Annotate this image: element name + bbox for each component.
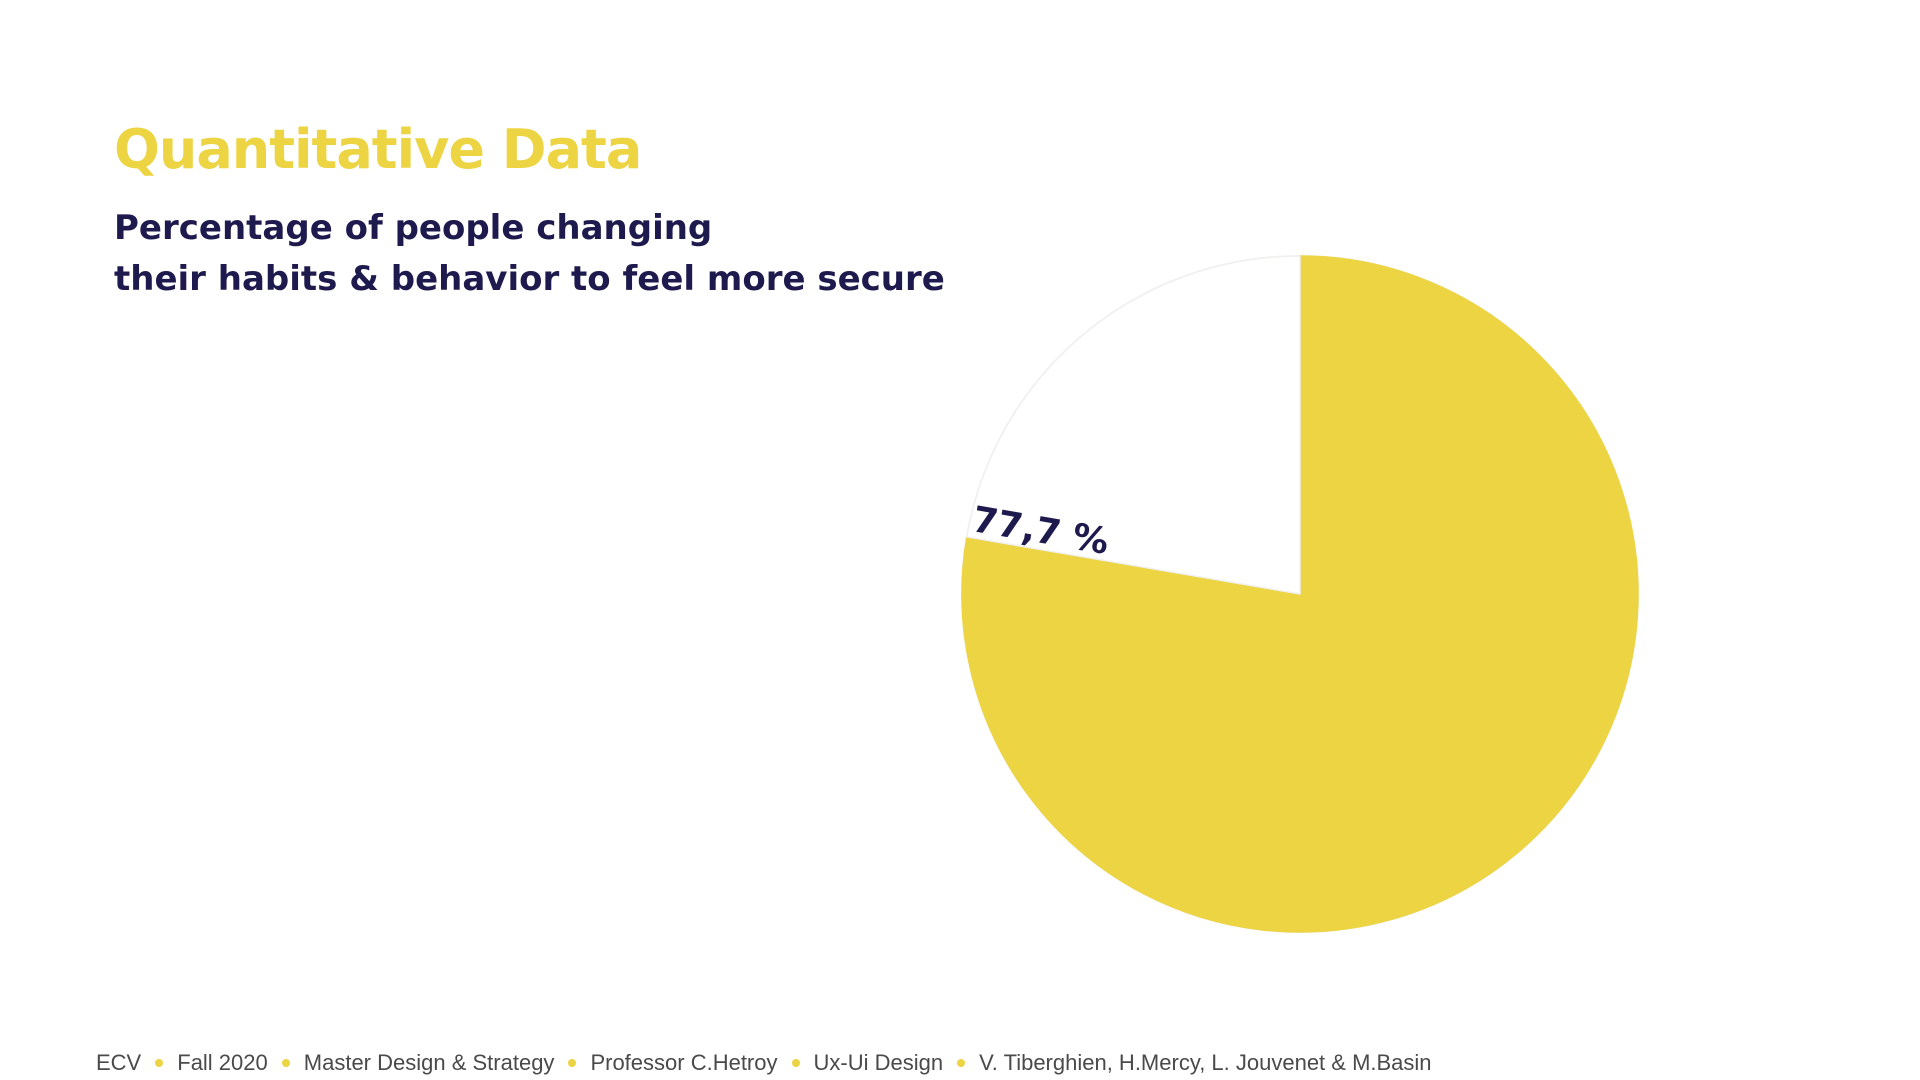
subtitle-line-2: their habits & behavior to feel more sec… <box>114 259 945 299</box>
footer-item: Professor C.Hetroy <box>590 1050 778 1075</box>
pie-slices <box>961 255 1639 933</box>
footer-item: Fall 2020 <box>177 1050 268 1075</box>
pie-slice-2 <box>965 255 1301 595</box>
pie-slice-1 <box>961 255 1639 933</box>
footer-separator-dot <box>791 1059 800 1067</box>
footer-separator-dot <box>568 1059 577 1067</box>
footer-item: V. Tiberghien, H.Mercy, L. Jouvenet & M.… <box>979 1050 1432 1075</box>
slide-subtitle: Percentage of people changing their habi… <box>114 203 945 305</box>
footer-separator-dot <box>281 1059 290 1067</box>
footer-separator-dot <box>957 1059 966 1067</box>
subtitle-line-1: Percentage of people changing <box>114 208 713 248</box>
footer-item: Master Design & Strategy <box>303 1050 555 1075</box>
footer: ECV Fall 2020 Master Design & Strategy Prof… <box>96 1050 1432 1076</box>
slide-title: Quantitative Data <box>114 118 642 181</box>
footer-separator-dot <box>155 1059 164 1067</box>
footer-item: Ux-Ui Design <box>813 1050 944 1075</box>
footer-item: ECV <box>96 1050 142 1075</box>
